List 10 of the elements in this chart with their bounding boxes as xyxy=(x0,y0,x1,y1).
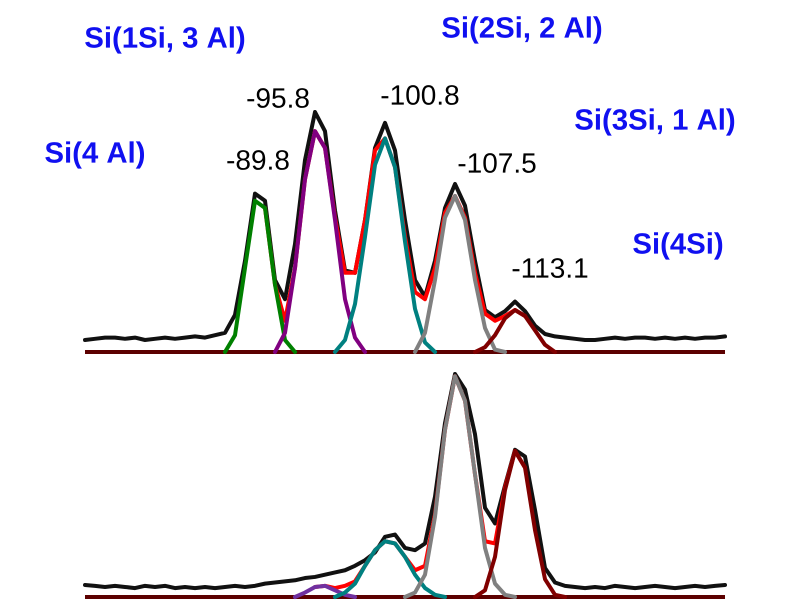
annotation: -89.8 xyxy=(227,150,289,170)
annotation: Si(4 Al) xyxy=(45,141,144,169)
text: -100.8 xyxy=(382,85,458,105)
text: Si(2Si, 2 Al) xyxy=(442,16,602,44)
annotation: Si(3Si, 1 Al) xyxy=(575,108,734,136)
annotation: Si(4Si) xyxy=(633,232,722,260)
annotation: -107.5 xyxy=(458,153,536,173)
text: Si(1Si, 3 Al) xyxy=(85,26,244,54)
text: -95.8 xyxy=(247,88,309,108)
annotation: -113.1 xyxy=(512,258,588,278)
